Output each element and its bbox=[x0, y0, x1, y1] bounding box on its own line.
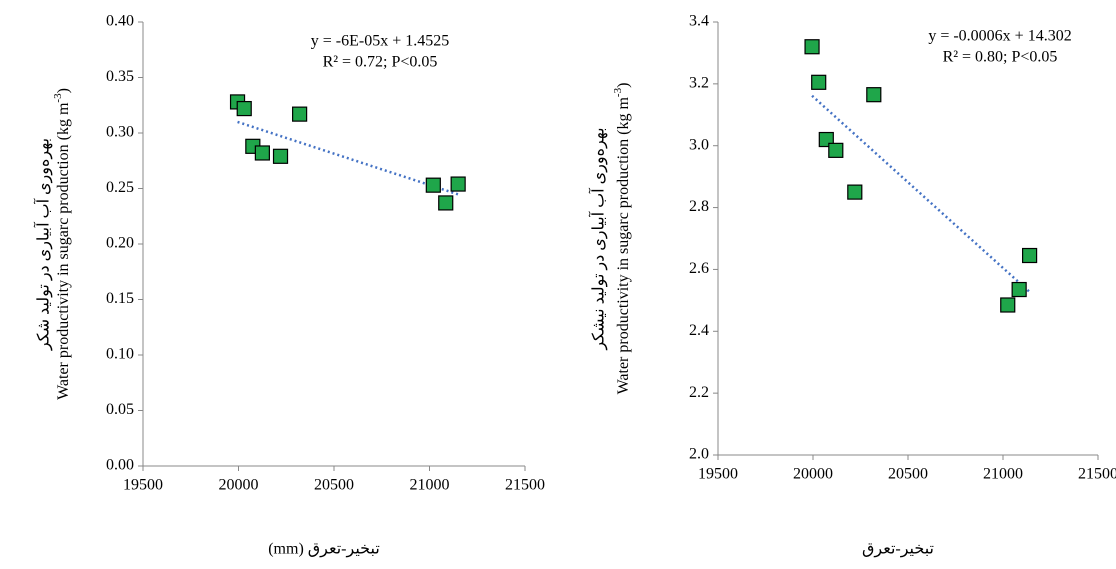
trendline bbox=[811, 94, 1031, 293]
x-tick-label: 21500 bbox=[1078, 466, 1116, 483]
y-tick-label: 2.6 bbox=[689, 260, 709, 277]
point bbox=[292, 106, 308, 122]
y-label-fa: بهره‌وری آب آبیاری در تولید نیشکر bbox=[588, 127, 608, 350]
r-squared: R² = 0.72; P<0.05 bbox=[323, 54, 438, 71]
x-tick-label: 20000 bbox=[793, 466, 833, 483]
point bbox=[847, 184, 863, 200]
y-tick-label: 0.05 bbox=[106, 401, 134, 418]
equation: y = -6E-05x + 1.4525 bbox=[311, 33, 449, 50]
y-tick-label: 2.0 bbox=[689, 446, 709, 463]
point bbox=[254, 145, 270, 161]
x-tick-label: 20000 bbox=[219, 477, 259, 494]
y-label-en: Water productivity in sugarc production … bbox=[52, 88, 72, 400]
y-tick-label: 3.2 bbox=[689, 75, 709, 92]
y-tick-label: 0.30 bbox=[106, 124, 134, 141]
y-tick-label: 0.15 bbox=[106, 290, 134, 307]
point bbox=[272, 148, 289, 164]
point bbox=[1021, 247, 1038, 264]
point bbox=[425, 177, 441, 193]
x-tick-label: 20500 bbox=[888, 466, 928, 483]
y-tick-label: 0.40 bbox=[106, 13, 134, 30]
point bbox=[236, 100, 252, 117]
y-tick-label: 0.00 bbox=[106, 457, 134, 474]
point bbox=[866, 87, 882, 103]
trendline bbox=[237, 120, 459, 196]
y-label-fa: بهره‌وری آب آبیاری در تولید شکر bbox=[33, 138, 53, 351]
x-tick-label: 20500 bbox=[314, 477, 354, 494]
y-tick-label: 0.35 bbox=[106, 68, 134, 85]
point bbox=[438, 195, 454, 211]
point bbox=[450, 176, 466, 192]
y-tick-label: 3.4 bbox=[689, 13, 709, 30]
y-label-text: Water productivity in sugarc production … bbox=[615, 97, 632, 395]
point bbox=[1011, 281, 1027, 298]
point bbox=[1000, 297, 1016, 313]
y-tick-label: 3.0 bbox=[689, 136, 709, 153]
y-tick-label: 0.20 bbox=[106, 235, 134, 252]
x-tick-label: 19500 bbox=[698, 466, 738, 483]
y-tick-label: 0.10 bbox=[106, 346, 134, 363]
point bbox=[804, 39, 820, 55]
y-label-text: Water productivity in sugarc production … bbox=[55, 102, 72, 400]
r-squared: R² = 0.80; P<0.05 bbox=[943, 49, 1058, 66]
y-tick-label: 2.2 bbox=[689, 384, 709, 401]
x-tick-label: 21000 bbox=[983, 466, 1023, 483]
equation: y = -0.0006x + 14.302 bbox=[928, 28, 1071, 45]
y-label-en: Water productivity in sugarc production … bbox=[612, 83, 632, 395]
y-label-sup: -3 bbox=[612, 87, 624, 97]
x-tick-label: 19500 bbox=[123, 477, 163, 494]
x-label: تبخیر-تعرق bbox=[862, 541, 934, 558]
y-tick-label: 2.8 bbox=[689, 198, 709, 215]
y-tick-label: 0.25 bbox=[106, 179, 134, 196]
x-tick-label: 21000 bbox=[410, 477, 450, 494]
point bbox=[828, 142, 844, 158]
y-label-end: ) bbox=[55, 88, 72, 93]
x-label: تبخیر-تعرق (mm) bbox=[268, 541, 380, 558]
y-tick-label: 2.4 bbox=[689, 322, 709, 339]
x-tick-label: 21500 bbox=[505, 477, 545, 494]
y-label-end: ) bbox=[615, 83, 632, 88]
point bbox=[811, 74, 827, 90]
y-label-sup: -3 bbox=[52, 93, 64, 103]
